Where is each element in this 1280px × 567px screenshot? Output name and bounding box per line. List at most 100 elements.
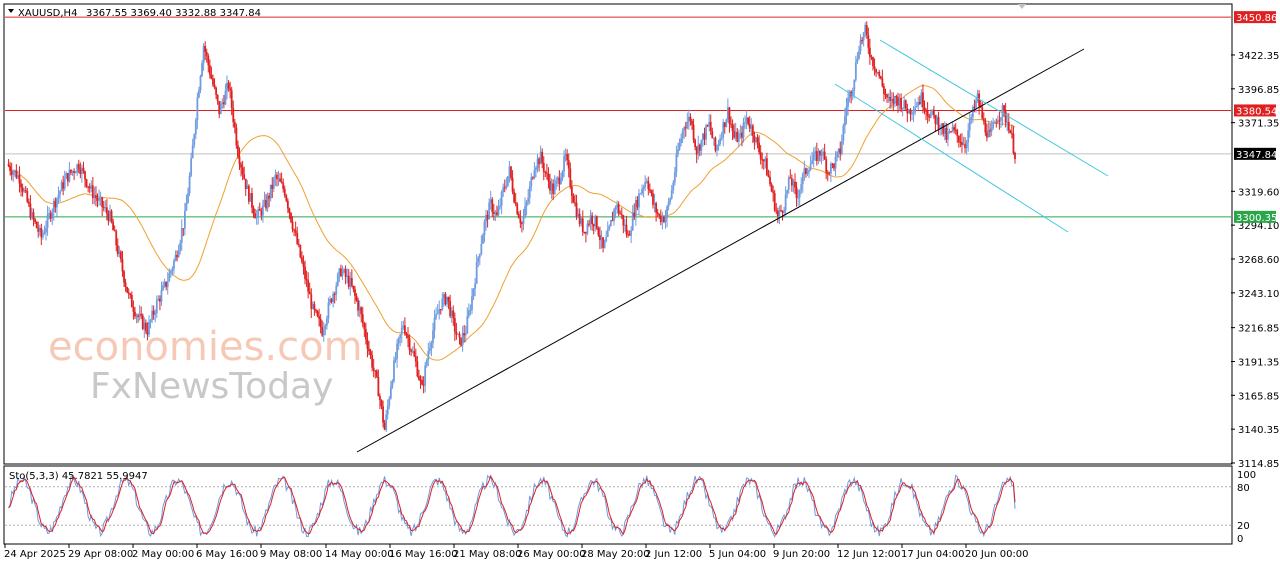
- candle-body: [79, 169, 82, 175]
- candle-body: [91, 185, 94, 199]
- candle-body: [280, 181, 283, 183]
- candle-body: [296, 232, 299, 244]
- candle-body: [402, 325, 405, 328]
- candle-body: [98, 198, 100, 201]
- candle-body: [820, 154, 823, 156]
- candle-body: [310, 294, 313, 309]
- candle-body: [588, 223, 590, 225]
- candle-body: [480, 243, 483, 255]
- candle-body: [982, 118, 985, 122]
- price-label-box: [1234, 11, 1276, 24]
- candle-body: [185, 203, 188, 211]
- candle-body: [819, 150, 821, 156]
- candle-body: [46, 214, 49, 228]
- candle-body: [700, 139, 703, 151]
- candle-body: [848, 91, 851, 99]
- candle-body: [817, 150, 820, 161]
- candle-body: [436, 313, 439, 315]
- dropdown-triangle-icon[interactable]: [8, 9, 14, 13]
- candle-body: [730, 123, 732, 125]
- candle-body: [834, 157, 837, 169]
- candle-body: [811, 160, 814, 165]
- candle-body: [51, 211, 54, 219]
- candle-body: [483, 221, 486, 235]
- candle-body: [366, 339, 369, 349]
- candle-body: [233, 122, 236, 128]
- x-tick-label: 17 Jun 04:00: [901, 549, 965, 560]
- candle-body: [577, 213, 579, 218]
- candle-body: [179, 242, 182, 251]
- candle-body: [957, 135, 960, 142]
- candle-body: [213, 84, 216, 88]
- candle-body: [884, 93, 887, 95]
- candle-body: [697, 144, 700, 155]
- candle-body: [923, 107, 926, 111]
- candlesticks: [7, 21, 1016, 433]
- time-axis: 24 Apr 2025 29 Apr 08:002 May 00:00 6 May …: [4, 544, 1029, 560]
- candle-body: [107, 213, 110, 222]
- candle-body: [34, 219, 36, 222]
- horizontal-levels: [5, 16, 1231, 218]
- candle-body: [828, 172, 831, 174]
- candle-body: [43, 232, 46, 234]
- symbol-label: XAUUSD,H4: [18, 8, 77, 19]
- candle-body: [322, 329, 325, 336]
- candle-body: [722, 122, 725, 138]
- candle-body: [812, 153, 815, 161]
- candle-body: [569, 168, 572, 187]
- candle-body: [539, 151, 542, 165]
- candle-body: [138, 313, 141, 317]
- candle-body: [766, 158, 768, 176]
- candle-body: [552, 183, 555, 195]
- candle-body: [767, 175, 770, 178]
- y-tick-label: 3140.35: [1238, 425, 1279, 436]
- candle-body: [73, 171, 75, 173]
- candle-body: [638, 193, 640, 208]
- candle-body: [737, 135, 740, 142]
- candle-body: [912, 112, 915, 114]
- x-tick-label: 26 May 00:00: [517, 549, 586, 560]
- candle-body: [609, 220, 612, 227]
- x-tick-label: 9 Jun 20:00: [773, 549, 830, 560]
- candle-body: [971, 106, 974, 118]
- candle-body: [973, 106, 976, 108]
- candle-body: [478, 254, 481, 258]
- candle-body: [773, 193, 776, 211]
- candle-body: [500, 191, 503, 206]
- candle-body: [967, 130, 970, 143]
- candle-body: [522, 216, 525, 224]
- candle-body: [432, 330, 434, 344]
- candle-body: [190, 158, 193, 176]
- candle-body: [505, 185, 508, 188]
- candle-body: [85, 179, 88, 187]
- candle-body: [826, 172, 829, 174]
- candle-body: [163, 281, 166, 286]
- candle-body: [1004, 110, 1007, 123]
- candle-body: [144, 322, 147, 331]
- candle-body: [388, 398, 391, 406]
- candle-body: [681, 130, 684, 139]
- candle-body: [731, 124, 734, 132]
- channel-lower-line: [834, 83, 1069, 233]
- candle-body: [678, 143, 681, 150]
- candle-body: [733, 131, 736, 138]
- candle-body: [80, 167, 83, 175]
- candle-body: [193, 134, 196, 146]
- candle-body: [553, 183, 556, 195]
- candle-body: [215, 87, 217, 95]
- candle-body: [797, 197, 800, 199]
- candle-body: [290, 212, 292, 222]
- candle-body: [670, 190, 673, 199]
- scroll-marker-icon[interactable]: [1018, 4, 1026, 9]
- candle-body: [65, 173, 68, 179]
- candle-body: [74, 172, 77, 174]
- candle-body: [485, 214, 487, 222]
- candle-body: [661, 217, 664, 222]
- candle-body: [900, 98, 902, 110]
- candle-body: [219, 103, 222, 115]
- candle-body: [324, 325, 327, 330]
- candle-body: [141, 315, 144, 329]
- y-tick-label: 3191.35: [1238, 357, 1279, 368]
- candle-body: [538, 158, 540, 165]
